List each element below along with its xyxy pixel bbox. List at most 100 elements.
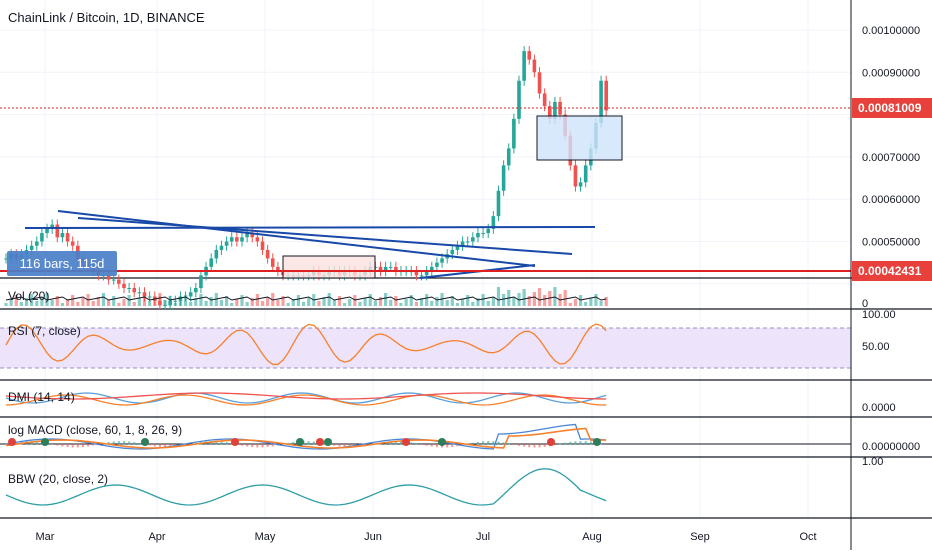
candle-body [137, 292, 142, 294]
volume-bar [178, 299, 183, 306]
candle-body [173, 300, 178, 302]
volume-bar [183, 295, 188, 306]
candle-body [476, 233, 480, 238]
macd-hist-bar [451, 444, 454, 447]
volume-bar [460, 299, 465, 306]
macd-hist-bar [51, 444, 54, 445]
macd-hist-bar [292, 441, 295, 445]
volume-bar [65, 299, 70, 306]
macd-cross-marker [324, 438, 332, 446]
pane-tick-label: 0.0000 [862, 402, 896, 414]
chart-title: ChainLink / Bitcoin, 1D, BINANCE [8, 10, 205, 25]
volume-bar [296, 295, 301, 306]
volume-bar [363, 298, 367, 306]
candle-body [481, 233, 485, 235]
volume-pane[interactable] [4, 287, 608, 306]
volume-bar [71, 295, 75, 306]
candle-body [440, 258, 444, 263]
support-price-badge [852, 261, 932, 281]
candle-body [209, 258, 213, 267]
time-tick-label: Oct [799, 531, 816, 543]
macd-cross-marker [593, 438, 601, 446]
volume-bar [486, 301, 490, 306]
rsi-line [5, 323, 607, 366]
dmi-pane[interactable] [5, 392, 607, 406]
rsi-pane[interactable] [0, 323, 851, 369]
time-tick-label: Jun [364, 531, 382, 543]
macd-hist-bar [56, 444, 59, 446]
volume-bar [81, 298, 85, 306]
support-price-badge-text: 0.00042431 [858, 264, 922, 278]
volume-bar [307, 298, 311, 306]
candle-body [194, 288, 198, 293]
macd-hist-bar [574, 441, 577, 445]
macd-hist-bar [71, 444, 74, 448]
bbw-pane[interactable] [5, 468, 607, 506]
macd-hist-bar [5, 444, 7, 445]
candle-body [188, 292, 193, 297]
candle-body [517, 80, 521, 119]
volume-bar [153, 297, 157, 306]
volume-bar [373, 301, 377, 306]
macd-cross-marker [141, 438, 149, 446]
volume-bar [327, 293, 331, 306]
main-price-pane[interactable]: 116 bars, 115d [0, 46, 851, 311]
macd-hist-bar [169, 444, 172, 448]
current-price-badge [852, 98, 932, 118]
volume-bar [91, 301, 95, 306]
time-tick-label: Sep [690, 531, 710, 543]
candle-body [465, 241, 470, 243]
volume-bar [512, 297, 516, 306]
rsi-label: RSI (7, close) [8, 324, 81, 338]
macd-hist-bar [312, 441, 315, 445]
volume-bar [168, 296, 172, 306]
price-tick-label: 0.00090000 [862, 67, 920, 79]
macd-cross-marker [231, 438, 239, 446]
volume-bar [348, 299, 352, 306]
candle-body [435, 262, 439, 267]
time-axis[interactable]: Mar Apr May Jun Jul Aug Sep Oct [36, 531, 817, 543]
volume-bar [55, 296, 59, 306]
candle-body [40, 233, 44, 242]
macd-signal-line [5, 427, 607, 449]
candle-body [506, 148, 511, 166]
volume-bar [599, 301, 603, 306]
volume-bar [50, 300, 54, 306]
volume-bar [286, 303, 290, 306]
volume-bar [250, 298, 254, 306]
volume-bar [543, 295, 547, 306]
macd-hist-bar [92, 444, 95, 446]
volume-bar [276, 300, 280, 306]
candle-body [532, 59, 537, 73]
candle-body [522, 51, 526, 81]
macd-hist-bar [153, 444, 156, 447]
macd-hist-bar [600, 443, 603, 445]
macd-hist-bar [15, 442, 18, 445]
macd-hist-bar [518, 444, 520, 446]
candle-body [424, 271, 429, 276]
volume-bar [291, 299, 295, 306]
volume-bar [481, 294, 485, 306]
price-tick-label: 0.00060000 [862, 194, 920, 206]
current-price-badge-text: 0.00081009 [858, 101, 922, 115]
price-axis[interactable]: 0.00100000 0.00090000 0.00070000 0.00060000… [850, 0, 932, 550]
candle-body [178, 296, 183, 301]
volume-bar [527, 296, 531, 306]
candle-body [219, 245, 224, 250]
macd-hist-bar [497, 441, 500, 445]
macd-pane[interactable] [0, 423, 851, 450]
candle-body [450, 249, 455, 255]
macd-hist-bar [492, 441, 495, 445]
candle-body [122, 283, 126, 289]
macd-hist-bar [81, 444, 84, 448]
volume-ma-line [5, 296, 607, 301]
macd-hist-bar [138, 443, 141, 445]
volume-bar [230, 303, 234, 306]
candle-body [276, 266, 280, 272]
volume-bar [435, 297, 439, 306]
volume-bar [112, 296, 116, 306]
pane-tick-label: 1.00 [862, 456, 883, 468]
macd-hist-bar [76, 444, 79, 448]
